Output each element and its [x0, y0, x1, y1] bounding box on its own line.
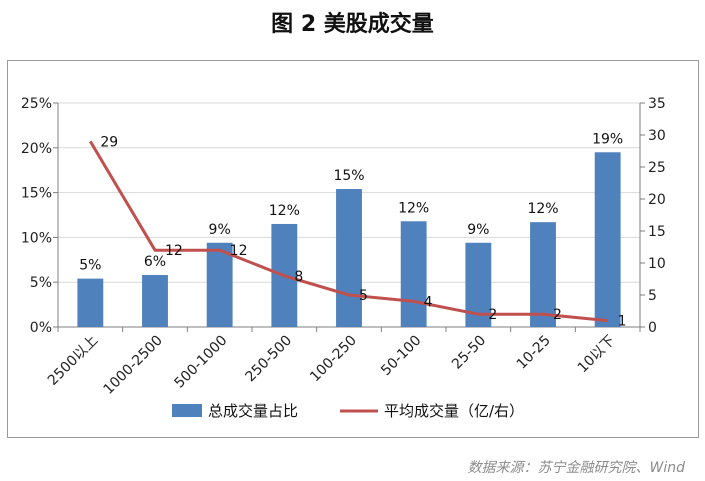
y-right-tick-label: 20	[648, 192, 666, 208]
x-tick-label: 10-25	[514, 333, 554, 373]
chart-frame	[7, 60, 699, 438]
y-right-tick-label: 25	[648, 160, 666, 176]
y-left-tick-label: 5%	[30, 275, 52, 291]
y-left-tick-label: 25%	[21, 96, 52, 112]
x-tick-label: 25-50	[449, 333, 489, 373]
bar	[530, 222, 556, 327]
bar-label: 12%	[527, 201, 558, 217]
bar	[594, 152, 621, 327]
y-left-tick-label: 15%	[21, 186, 52, 202]
x-tick-label: 100-250	[307, 333, 360, 386]
bar-label: 12%	[398, 200, 429, 216]
y-right-tick-label: 30	[648, 128, 666, 144]
legend-bar-swatch	[172, 404, 202, 417]
y-right-tick-label: 0	[648, 320, 657, 336]
line-label: 2	[553, 307, 562, 323]
bar	[142, 275, 168, 327]
line-label: 8	[294, 269, 303, 285]
line-label: 1	[618, 314, 627, 330]
line-label: 5	[359, 288, 368, 304]
line-label: 12	[230, 243, 248, 259]
bar	[206, 242, 233, 327]
x-tick-label: 500-1000	[172, 333, 231, 392]
y-right-tick-label: 35	[648, 96, 666, 112]
bar-label: 5%	[79, 258, 101, 274]
y-left-tick-label: 10%	[21, 230, 52, 246]
line-label: 12	[165, 243, 183, 259]
bar	[77, 278, 104, 327]
bar	[336, 189, 362, 327]
x-tick-label: 10以下	[575, 333, 619, 377]
legend-bar-label: 总成交量占比	[208, 402, 298, 420]
y-left-tick-label: 20%	[21, 141, 52, 157]
line-label: 4	[424, 294, 433, 310]
line-series	[89, 140, 608, 323]
y-left-tick-label: 0%	[30, 320, 52, 336]
bar-label: 9%	[209, 222, 231, 238]
bar-label: 12%	[269, 203, 300, 219]
line-label: 2	[488, 307, 497, 323]
bar-label: 9%	[467, 222, 489, 238]
bar-label: 6%	[144, 254, 166, 270]
x-tick-label: 250-500	[242, 333, 295, 386]
x-tick-label: 2500以上	[45, 333, 101, 389]
bar	[400, 221, 427, 327]
bar-label: 15%	[333, 168, 364, 184]
line-label: 29	[100, 134, 118, 150]
legend-line-label: 平均成交量（亿/右）	[384, 402, 524, 420]
source-note: 数据来源：苏宁金融研究院、Wind	[467, 460, 686, 476]
y-right-tick-label: 10	[648, 256, 666, 272]
x-tick-label: 1000-2500	[101, 333, 166, 398]
y-right-tick-label: 5	[648, 288, 657, 304]
chart-title: 图 2 美股成交量	[271, 12, 434, 37]
bar-label: 19%	[592, 131, 623, 147]
y-right-tick-label: 15	[648, 224, 666, 240]
x-tick-label: 50-100	[378, 333, 424, 379]
